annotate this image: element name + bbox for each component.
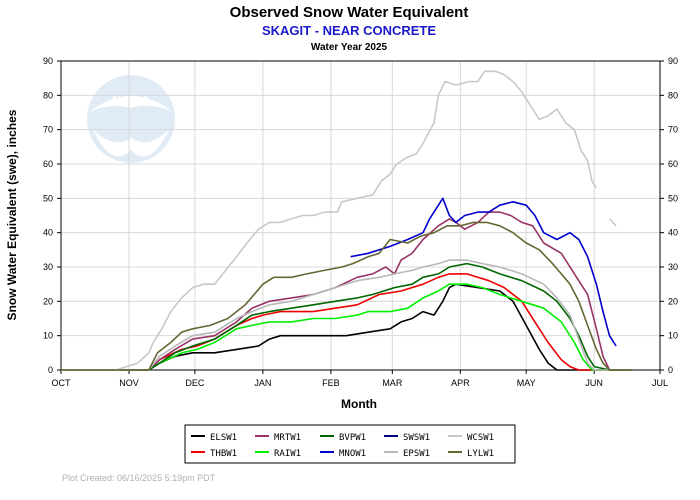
noaa-logo-text: NOAA [112, 93, 151, 108]
noaa-logo: NOAA [87, 75, 175, 163]
y-tick-label-right: 80 [668, 90, 678, 100]
series-line-bvpw1 [61, 262, 632, 371]
y-tick-label-right: 30 [668, 262, 678, 272]
series-line-mrtw1 [61, 211, 632, 371]
y-tick-label-right: 70 [668, 125, 678, 135]
x-tick-label: JUN [585, 378, 603, 388]
y-tick-label-left: 80 [43, 90, 53, 100]
y-tick-label-left: 40 [43, 228, 53, 238]
axis-ticks: 0 0 10 10 20 20 30 30 40 40 50 50 60 60 70 70 80 80 90 90 OC… [43, 56, 678, 388]
y-tick-label-right: 10 [668, 331, 678, 341]
legend-label: WCSW1 [467, 433, 494, 443]
series-line-elsw1 [61, 283, 632, 371]
y-tick-label-right: 60 [668, 159, 678, 169]
y-tick-label-right: 50 [668, 193, 678, 203]
y-tick-label-left: 30 [43, 262, 53, 272]
y-tick-label-right: 0 [668, 365, 673, 375]
series-line-epsw1 [61, 259, 632, 371]
y-tick-label-right: 40 [668, 228, 678, 238]
x-tick-label: NOV [119, 378, 139, 388]
series-lines [61, 70, 632, 371]
y-tick-label-left: 0 [48, 365, 53, 375]
y-tick-label-left: 60 [43, 159, 53, 169]
legend-label: ELSW1 [210, 433, 237, 443]
series-line-wcsw1 [61, 70, 598, 371]
legend-label: RAIW1 [274, 449, 301, 459]
x-axis-label: Month [341, 397, 377, 411]
chart-title: Observed Snow Water Equivalent [230, 4, 469, 21]
legend-label: EPSW1 [403, 449, 430, 459]
water-year-label: Water Year 2025 [311, 42, 388, 53]
x-tick-label: APR [451, 378, 470, 388]
legend-label: THBW1 [210, 449, 237, 459]
y-tick-label-right: 20 [668, 296, 678, 306]
series-line-lylw1 [61, 221, 632, 371]
y-tick-label-left: 10 [43, 331, 53, 341]
legend-label: SWSW1 [403, 433, 430, 443]
x-tick-label: OCT [52, 378, 72, 388]
x-tick-label: DEC [185, 378, 205, 388]
legend-label: MNOW1 [339, 449, 366, 459]
legend-label: MRTW1 [274, 433, 301, 443]
x-tick-label: FEB [322, 378, 340, 388]
legend-box [184, 424, 516, 464]
y-tick-label-right: 90 [668, 56, 678, 66]
y-axis-label: Snow Water Equivalent (swe), inches [5, 109, 19, 320]
legend-label: LYLW1 [467, 449, 494, 459]
legend-label: BVPW1 [339, 433, 366, 443]
plot-created-note: Plot Created: 06/16/2025 5:19pm PDT [62, 473, 216, 483]
series-line-wcsw1 [608, 218, 617, 227]
y-tick-label-left: 20 [43, 296, 53, 306]
x-tick-label: JUL [652, 378, 668, 388]
y-tick-label-left: 50 [43, 193, 53, 203]
x-tick-label: MAR [382, 378, 403, 388]
chart-subtitle: SKAGIT - NEAR CONCRETE [262, 23, 436, 38]
y-tick-label-left: 70 [43, 125, 53, 135]
plot-frame [60, 60, 661, 371]
series-line-raiw1 [61, 283, 632, 371]
x-tick-label: MAY [517, 378, 536, 388]
legend: ELSW1 MRTW1 BVPW1 SWSW1 WCSW1 THBW1 RAIW1 MNOW1… [184, 424, 516, 464]
x-tick-label: JAN [254, 378, 271, 388]
y-tick-label-left: 90 [43, 56, 53, 66]
series-line-mnow1 [350, 197, 617, 347]
